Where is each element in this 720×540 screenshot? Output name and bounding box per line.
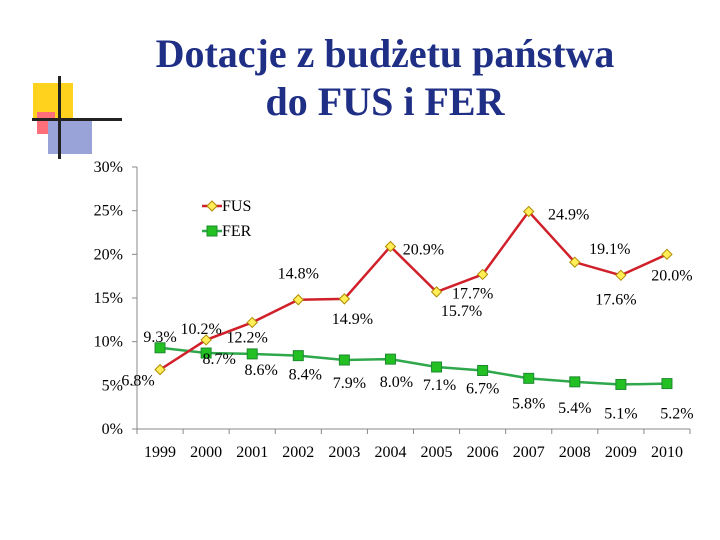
fer-point <box>246 348 258 360</box>
x-tick-label: 2008 <box>559 444 591 461</box>
fus-data-label: 17.7% <box>452 285 493 302</box>
fer-point <box>154 342 166 354</box>
fus-data-label: 20.9% <box>403 241 444 258</box>
fus-data-label: 19.1% <box>589 241 630 258</box>
title-line-1: Dotacje z budżetu państwa <box>155 31 615 76</box>
fer-data-label: 7.9% <box>333 375 366 392</box>
fer-series-line <box>159 346 667 386</box>
fus-point <box>154 363 166 376</box>
fer-point <box>477 364 489 376</box>
fus-data-label: 6.8% <box>121 373 154 390</box>
fus-data-label: 24.9% <box>548 207 589 224</box>
fus-point <box>523 205 535 218</box>
y-tick-label: 15% <box>94 290 123 307</box>
fus-point <box>661 248 673 261</box>
x-tick-label: 2002 <box>282 444 314 461</box>
fus-point <box>476 268 489 281</box>
fer-point <box>615 378 627 390</box>
x-tick-label: 2007 <box>513 444 545 461</box>
x-tick-label: 1999 <box>144 444 176 461</box>
legend-fer-marker <box>206 225 218 237</box>
fus-data-label: 12.2% <box>227 329 268 346</box>
fer-data-label: 8.7% <box>202 351 235 368</box>
y-tick-label: 10% <box>94 334 123 351</box>
fer-point <box>431 361 443 373</box>
y-tick-label: 30% <box>94 159 123 176</box>
x-tick-label: 2009 <box>605 444 637 461</box>
y-tick-label: 20% <box>94 246 123 263</box>
fus-point <box>384 240 397 253</box>
fus-data-label: 14.9% <box>332 311 373 328</box>
fer-data-label: 7.1% <box>423 377 456 394</box>
x-tick-label: 2010 <box>651 444 683 461</box>
fus-point <box>292 294 304 306</box>
title-line-2: do FUS i FER <box>265 79 505 124</box>
fer-point <box>338 354 350 366</box>
fer-point <box>661 378 673 390</box>
x-tick-label: 2004 <box>374 444 406 461</box>
data-labels: 6.8% 10.2% 12.2% 14.8% 14.9% 20.9% 15.7%17.7% 2… <box>121 207 693 423</box>
fer-point <box>569 376 581 388</box>
y-tick-label: 25% <box>94 203 123 220</box>
y-axis-ticks: 0% 5% 10% 15% 20% 25% 30% <box>94 159 137 438</box>
fer-data-label: 8.4% <box>289 367 322 384</box>
legend: FUS FER <box>202 198 252 240</box>
fus-data-label: 15.7% <box>441 303 482 320</box>
fer-data-label: 5.2% <box>660 406 693 423</box>
decorative-vertical-line <box>58 76 61 159</box>
fer-data-label: 5.8% <box>512 395 545 412</box>
fer-point <box>384 353 396 365</box>
x-tick-label: 2006 <box>467 444 499 461</box>
decorative-blue-square <box>48 119 92 154</box>
fus-data-label: 20.0% <box>651 267 692 284</box>
fer-point <box>523 372 535 384</box>
fer-data-label: 9.3% <box>143 329 176 346</box>
decorative-horizontal-line <box>32 118 122 121</box>
fer-point <box>200 347 212 359</box>
y-tick-label: 0% <box>102 421 123 438</box>
fer-data-label: 5.4% <box>558 400 591 417</box>
fus-point <box>200 334 212 346</box>
x-tick-label: 2000 <box>190 444 222 461</box>
fer-data-label: 8.6% <box>245 362 278 379</box>
fer-data-label: 6.7% <box>466 380 499 397</box>
legend-fus-label: FUS <box>222 198 251 215</box>
fus-point <box>246 316 258 329</box>
fus-point <box>615 269 627 282</box>
x-tick-label: 2001 <box>236 444 268 461</box>
legend-fer-label: FER <box>222 223 252 240</box>
series-layer <box>154 205 673 390</box>
fus-point <box>338 293 351 305</box>
legend-fus-marker <box>206 200 218 212</box>
fus-series-line <box>159 209 668 371</box>
x-axis-ticks: 1999 2000 2001 2002 2003 2004 2005 2006 2007 2008… <box>136 429 691 461</box>
fus-data-label: 17.6% <box>595 291 636 308</box>
fus-data-label: 10.2% <box>180 321 221 338</box>
x-tick-label: 2005 <box>421 444 453 461</box>
fus-point <box>569 256 581 268</box>
fus-point <box>430 286 443 298</box>
fer-point <box>292 350 304 362</box>
fus-data-label: 14.8% <box>278 266 319 283</box>
fer-data-label: 5.1% <box>604 405 637 422</box>
page-title: Dotacje z budżetu państwa do FUS i FER <box>100 30 670 126</box>
x-tick-label: 2003 <box>328 444 360 461</box>
fer-data-label: 8.0% <box>380 374 413 391</box>
y-tick-label: 5% <box>102 377 123 394</box>
